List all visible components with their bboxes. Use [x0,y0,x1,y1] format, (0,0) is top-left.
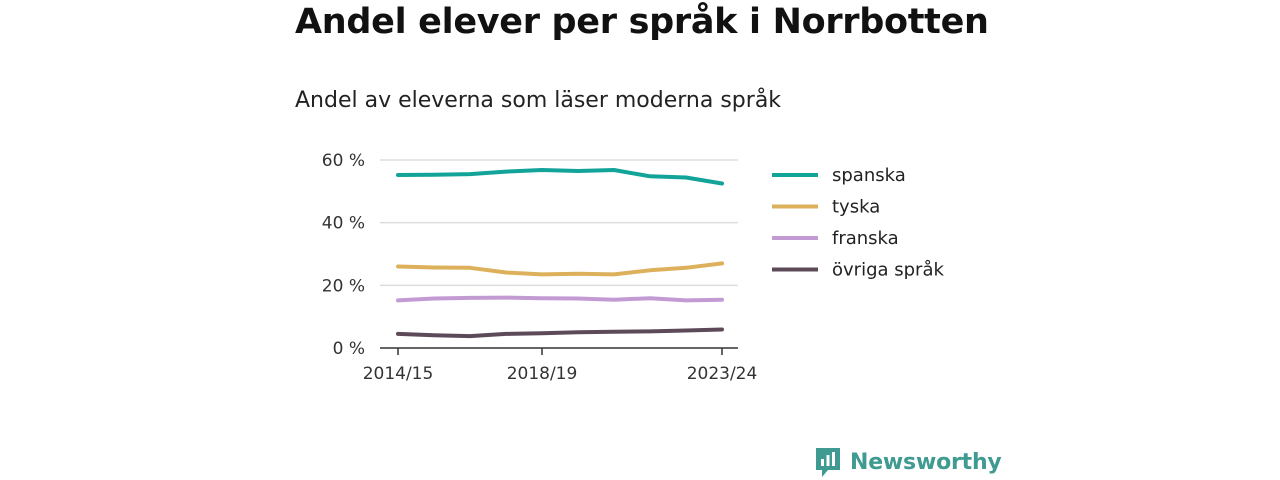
newsworthy-logo-icon [816,448,840,477]
axes: 0 % 20 % 40 % 60 % 2014/15 2018/19 2023/24 [322,151,758,384]
legend-item: tyska [772,197,880,218]
y-tick-label: 0 % [333,339,365,359]
legend-label: övriga språk [832,260,944,281]
x-tick-label: 2023/24 [687,364,758,384]
series-line [396,261,724,277]
legend-item: spanska [772,165,906,186]
legend-label: spanska [832,165,906,186]
brand-name: Newsworthy [850,449,1002,475]
series-line [396,295,724,303]
chart-subtitle: Andel av eleverna som läser moderna språ… [295,88,782,113]
chart-title: Andel elever per språk i Norrbotten [295,2,989,42]
x-tick-label: 2018/19 [507,364,578,384]
legend-label: franska [832,228,899,249]
series-lines [396,168,724,339]
y-tick-label: 40 % [322,214,365,234]
y-tick-label: 60 % [322,151,365,171]
legend-item: övriga språk [772,260,944,281]
series-line [396,168,724,186]
legend-label: tyska [832,197,880,218]
x-tick-label: 2014/15 [363,364,434,384]
series-line [396,327,724,339]
gridlines [380,159,738,287]
legend-item: franska [772,228,899,249]
legend: spanska tyska franska övriga språk [772,165,944,281]
brand-logo: Newsworthy [814,446,1002,478]
y-tick-label: 20 % [322,276,365,296]
